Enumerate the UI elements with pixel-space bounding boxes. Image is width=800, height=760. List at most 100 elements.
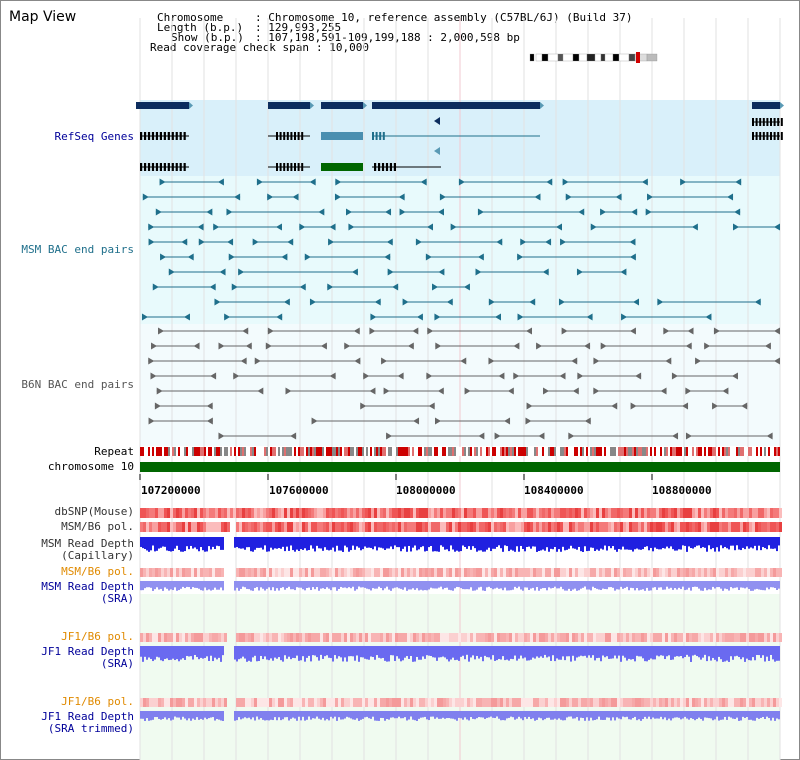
msm-depth-sra-bar [428,581,430,590]
jf1-b6-pol-heat-cell [500,633,503,642]
jf1-b6-pol-2-heat-cell [512,698,515,707]
msm-depth-sra-bar [624,581,626,588]
msm-b6-pol-heat-cell [677,522,680,532]
msm-b6-pol-heat-cell [296,522,299,532]
msm-depth-capillary-bar [264,537,266,546]
msm-bac-pair-end [438,268,445,276]
jf1-depth-sra-bar [330,646,332,659]
msm-depth-sra-bar [394,581,396,588]
jf1-b6-pol-2-heat-cell [605,698,608,707]
msm-depth-sra-bar [304,581,306,591]
jf1-depth-trimmed-bar [574,711,576,719]
jf1-b6-pol-heat-cell [287,633,290,642]
msm-depth-sra-bar [284,581,286,590]
msm-b6-pol-sra-heat-cell [635,568,638,577]
jf1-b6-pol-heat-cell [197,633,200,642]
jf1-depth-trimmed-bar [570,711,572,717]
gene-exon [183,132,186,140]
repeat-segment [190,447,192,456]
b6n-bac-pair-end [685,432,692,440]
gene-exon [167,132,170,140]
track-label-msm-depth-sra: MSM Read Depth [41,580,134,593]
b6n-bac-pair-end [593,357,600,365]
repeat-segment [324,447,326,456]
jf1-depth-trimmed-bar [240,711,242,720]
msm-bac-track[interactable] [141,178,780,321]
jf1-b6-pol-2-heat-cell [500,698,503,707]
repeat-segment [538,447,540,456]
jf1-b6-pol-heat-cell [272,633,275,642]
jf1-depth-sra-bar [516,646,518,661]
msm-depth-capillary-bar [666,537,668,547]
msm-depth-sra-bar [196,581,198,588]
jf1-depth-trimmed-bar [352,711,354,720]
gene-exon [382,132,385,140]
msm-depth-sra-bar [372,581,374,589]
jf1-depth-trimmed-bar [328,711,330,721]
jf1-depth-sra-bar [282,646,284,662]
chromosome-ideogram[interactable] [529,52,658,63]
msm-depth-sra-bar [200,581,202,591]
msm-depth-sra-bar [202,581,204,591]
jf1-b6-pol-2-heat-cell [164,698,167,707]
msm-depth-capillary-bar [366,537,368,548]
msm-depth-sra-bar [580,581,582,589]
jf1-b6-pol-2-heat-cell [617,698,620,707]
jf1-depth-sra-bar [686,646,688,655]
msm-b6-pol-sra-heat-cell [260,568,263,577]
repeat-segment [416,447,418,456]
jf1-b6-pol-2-heat-cell [248,698,251,707]
jf1-b6-pol-heat-cell [323,633,326,642]
jf1-depth-trimmed-bar [368,711,370,719]
msm-b6-pol-heat-cell [182,522,185,532]
jf1-depth-trimmed-bar [210,711,212,718]
msm-depth-capillary-bar [656,537,658,549]
repeat-segment [274,447,276,456]
b6n-bac-pair-end [427,327,434,335]
jf1-depth-trimmed-bar [594,711,596,720]
jf1-b6-pol-heat-cell [644,633,647,642]
dbsnp-heat-cell [773,508,776,518]
msm-b6-pol-sra-heat-cell [623,568,626,577]
repeat-segment [192,447,194,456]
b6n-bac-pair-end [233,372,240,380]
refseq-gene-track[interactable] [136,102,784,171]
msm-depth-capillary-bar [370,537,372,548]
repeat-segment [564,447,566,456]
msm-depth-capillary-bar [216,537,218,546]
msm-depth-capillary-bar [154,537,156,552]
msm-depth-sra-bar [198,581,200,589]
jf1-depth-trimmed-bar [234,711,236,721]
repeat-segment [558,447,560,456]
msm-depth-sra-bar [340,581,342,587]
b6n-bac-pair-end [704,342,711,350]
jf1-b6-pol-2-heat-cell [764,698,767,707]
msm-depth-capillary-bar [142,537,144,549]
track-label-b6n-bac[interactable]: B6N BAC end pairs [21,378,134,391]
dbsnp-heat-cell [476,508,479,518]
repeat-segment [144,447,146,456]
repeat-segment [612,447,614,456]
msm-depth-capillary-bar [550,537,552,549]
msm-depth-sra-bar [448,581,450,590]
b6n-bac-track[interactable] [148,327,780,440]
msm-depth-capillary-bar [396,537,398,548]
jf1-depth-sra-bar [522,646,524,659]
msm-bac-pair-end [432,283,439,291]
msm-depth-sra-bar [388,581,390,590]
msm-depth-capillary-bar [488,537,490,548]
msm-b6-pol-sra-heat-cell [644,568,647,577]
msm-bac-pair-end [309,298,316,306]
repeat-segment [334,447,336,456]
msm-b6-pol-heat-cell [146,522,149,532]
track-label-refseq[interactable]: RefSeq Genes [54,130,134,143]
msm-depth-sra-bar [584,581,586,587]
jf1-depth-trimmed-bar [750,711,752,720]
gene-block [321,102,363,109]
jf1-depth-trimmed-bar [170,711,172,721]
track-label-msm-bac[interactable]: MSM BAC end pairs [21,243,134,256]
msm-depth-capillary-bar [594,537,596,551]
jf1-depth-trimmed-bar [418,711,420,719]
msm-depth-capillary-bar [520,537,522,546]
